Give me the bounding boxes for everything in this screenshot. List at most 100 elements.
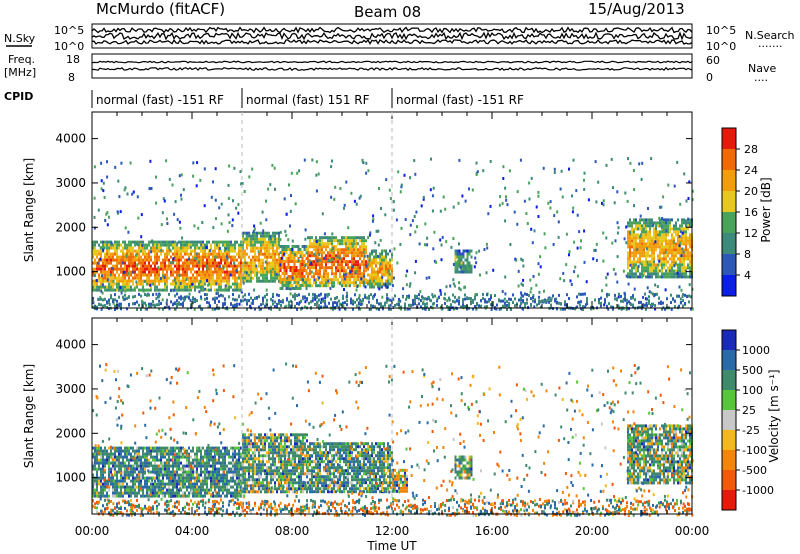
power-cell-2895	[196, 161, 199, 165]
velocity-cell-243	[126, 470, 128, 474]
power-cell-2719	[674, 262, 677, 265]
power-cell-1213	[266, 261, 268, 265]
power-cell-3519	[498, 307, 501, 311]
power-cell-2161	[635, 221, 637, 225]
power-cell-520	[166, 276, 168, 280]
power-cell-3659	[192, 296, 194, 300]
power-cell-2909	[363, 274, 366, 278]
power-cell-2729	[543, 289, 545, 293]
power-cell-2245	[645, 224, 647, 228]
power-cell-1470	[305, 248, 308, 251]
power-cell-3776	[294, 304, 296, 308]
velocity-cell-540	[168, 479, 170, 483]
power-cell-1585	[321, 278, 323, 282]
power-cell-2542	[679, 269, 681, 273]
velocity-cell-408	[150, 476, 152, 480]
power-cell-944	[228, 246, 230, 250]
power-cell-2497	[673, 275, 675, 279]
power-cell-107	[106, 285, 108, 289]
power-cell-1502	[309, 269, 311, 273]
power-cell-2134	[631, 251, 633, 255]
power-cell-3344	[375, 229, 378, 233]
velocity-cell-71	[100, 494, 102, 498]
power-cell-949	[228, 264, 230, 268]
power-cell-3050	[293, 292, 296, 296]
power-cell-630	[182, 282, 184, 286]
power-cell-2489	[673, 248, 675, 252]
power-cell-3326	[106, 175, 109, 179]
power-cell-1446	[301, 251, 304, 254]
power-cell-806	[208, 255, 210, 259]
power-cell-4068	[532, 299, 534, 303]
power-cell-2995	[397, 170, 400, 174]
velocity-cell-599	[176, 476, 178, 480]
power-cell-3731	[258, 305, 260, 309]
power-cell-2959	[277, 294, 280, 297]
power-cell-857	[216, 240, 218, 244]
power-cell-3199	[414, 302, 416, 306]
power-cell-4046	[512, 300, 514, 304]
velocity-cell-285	[132, 479, 134, 483]
power-cell-1856	[359, 284, 361, 288]
power-cell-1496	[309, 245, 311, 249]
power-cell-3704	[234, 305, 236, 309]
power-cell-3540	[532, 275, 535, 278]
power-cell-720	[196, 243, 198, 247]
power-cell-3449	[421, 307, 424, 311]
power-cell-1959	[379, 255, 381, 259]
power-cell-3030	[687, 217, 690, 221]
velocity-cell-422	[152, 482, 154, 486]
power-cell-3919	[412, 303, 414, 307]
power-cell-2287	[649, 245, 651, 249]
power-cell-1104	[250, 273, 252, 277]
velocity-cell-21	[94, 467, 96, 471]
velocity-cell-604	[176, 491, 178, 495]
power-cell-2328	[653, 269, 655, 273]
power-cell-503	[164, 273, 166, 277]
power-cell-1622	[327, 257, 329, 261]
power-cell-3358	[234, 241, 237, 245]
power-cell-1741	[345, 248, 347, 252]
power-cell-2762	[624, 191, 627, 195]
power-cell-263	[128, 276, 130, 280]
velocity-cell-523	[166, 470, 168, 474]
power-cell-850	[214, 261, 216, 265]
power-cell-1800	[353, 248, 355, 252]
power-cell-163	[114, 282, 116, 286]
power-cell-988	[234, 270, 236, 274]
power-cell-3833	[338, 299, 340, 303]
power-cell-1318	[279, 275, 282, 278]
power-cell-603	[178, 288, 180, 292]
power-cell-894	[220, 270, 222, 274]
power-cell-2521	[677, 248, 679, 252]
power-cell-3970	[454, 300, 456, 304]
power-cell-3859	[360, 303, 362, 306]
power-cell-3286	[640, 177, 643, 181]
power-cell-2562	[681, 272, 683, 276]
power-cell-933	[226, 264, 228, 268]
power-cell-1118	[252, 267, 254, 271]
power-cell-3552	[96, 305, 98, 309]
velocity-cell-412	[150, 491, 152, 495]
power-cell-1370	[287, 284, 290, 287]
power-cell-42	[98, 252, 100, 256]
power-cell-1068	[246, 237, 248, 241]
power-cell-130	[110, 258, 112, 262]
power-cell-2752	[680, 288, 683, 292]
power-cell-1056	[244, 252, 246, 256]
power-cell-2310	[651, 269, 653, 273]
power-cell-3795	[310, 300, 312, 304]
power-cell-3844	[350, 301, 352, 305]
power-cell-1456	[301, 281, 304, 284]
power-cell-284	[132, 249, 134, 253]
power-cell-103	[106, 270, 108, 274]
power-cell-85	[104, 261, 106, 265]
velocity-cell-394	[148, 461, 150, 465]
power-cell-1607	[325, 260, 327, 264]
velocity-cell-240	[126, 458, 128, 462]
power-cell-3368	[215, 282, 218, 286]
power-cell-3960	[446, 305, 448, 308]
power-cell-1346	[283, 281, 286, 284]
power-cell-2090	[470, 270, 473, 274]
power-cell-2484	[673, 230, 675, 234]
